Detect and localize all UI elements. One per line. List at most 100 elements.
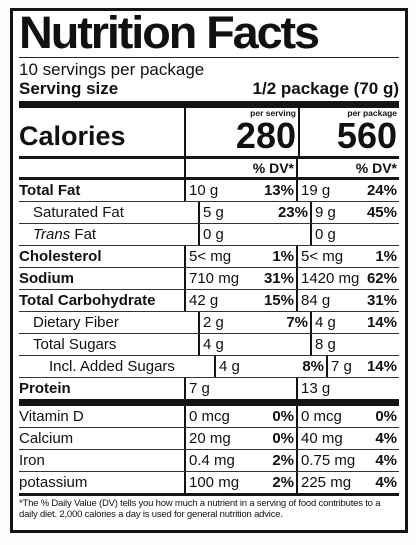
amount-serving: 42 g [189, 292, 219, 309]
amount-serving: 5 g [203, 204, 224, 221]
label-title: Nutrition Facts [19, 7, 320, 58]
table-row: Total Fat 10 g 13% 19 g 24% [19, 180, 399, 201]
dv-serving: 2% [272, 452, 294, 469]
nutrient-name: Dietary Fiber [33, 314, 119, 331]
nutrient-name: Saturated Fat [33, 204, 124, 221]
amount-serving: 10 g [189, 182, 219, 199]
table-row: Cholesterol 5< mg 1% 5< mg 1% [19, 245, 399, 267]
divider-medium [19, 493, 399, 496]
dv-serving: 8% [302, 358, 324, 375]
dv-package: 4% [375, 452, 397, 469]
amount-package: 84 g [301, 292, 331, 309]
dv-serving: 23% [277, 204, 308, 221]
divider-medium [19, 177, 399, 180]
serving-size-label: Serving size [19, 79, 119, 98]
divider-thick [19, 101, 399, 108]
divider-medium [19, 156, 399, 159]
amount-serving: 710 mg [189, 270, 240, 287]
table-row: Iron 0.4 mg 2% 0.75 mg 4% [19, 449, 399, 471]
dv-serving: 0% [272, 430, 294, 447]
table-row: potassium 100 mg 2% 225 mg 4% [19, 471, 399, 493]
nutrient-name: Vitamin D [19, 408, 84, 425]
nutrition-label: Nutrition Facts 10 servings per package … [10, 8, 408, 533]
amount-package: 5< mg [301, 248, 344, 265]
nutrient-name: potassium [19, 474, 88, 491]
nutrient-table: Total Fat 10 g 13% 19 g 24% Saturated Fat … [19, 180, 399, 493]
dv-package: 4% [375, 430, 397, 447]
amount-serving: 5< mg [189, 248, 232, 265]
nutrient-name: Protein [19, 380, 71, 397]
table-row: Vitamin D 0 mcg 0% 0 mcg 0% [19, 406, 399, 427]
table-row: Sodium 710 mg 31% 1420 mg 62% [19, 267, 399, 289]
amount-serving: 0 mcg [189, 408, 230, 425]
dv-serving: 7% [286, 314, 308, 331]
amount-package: 9 g [315, 204, 336, 221]
servings-per-package: 10 servings per package [19, 60, 205, 79]
calories-label: Calories [19, 121, 126, 151]
serving-size-row: Serving size 1/2 package (70 g) [19, 79, 399, 101]
dv-serving: 1% [272, 248, 294, 265]
divider-thick [19, 399, 399, 406]
dv-serving: 13% [263, 182, 294, 199]
amount-package: 0 g [315, 226, 336, 243]
dv-serving: 2% [272, 474, 294, 491]
dv-package: 4% [375, 474, 397, 491]
calories-per-serving-cell: per serving 280 [184, 108, 298, 156]
trans-suffix: Fat [70, 226, 97, 243]
nutrient-name: Calcium [19, 430, 74, 447]
amount-package: 13 g [301, 380, 331, 397]
amount-package: 7 g [331, 358, 352, 375]
amount-package: 0.75 mg [301, 452, 356, 469]
nutrient-name: Iron [19, 452, 45, 469]
table-row: Total Sugars 4 g 8 g [19, 333, 399, 355]
amount-package: 1420 mg [301, 270, 360, 287]
table-row: Protein 7 g 13 g [19, 377, 399, 399]
calories-row: Calories per serving 280 per package 560 [19, 108, 399, 156]
nutrient-name: Trans Fat [19, 226, 198, 243]
per-package-header: per package [347, 108, 397, 118]
dv-package: 14% [366, 358, 397, 375]
trans-prefix: Trans [33, 226, 71, 243]
calories-per-serving: 280 [235, 115, 296, 156]
dv-header-package: % DV* [355, 160, 397, 176]
dv-package: 62% [366, 270, 397, 287]
amount-serving: 100 mg [189, 474, 240, 491]
amount-serving: 0.4 mg [189, 452, 235, 469]
amount-package: 4 g [315, 314, 336, 331]
dv-footnote: *The % Daily Value (DV) tells you how mu… [19, 498, 381, 520]
amount-package: 8 g [315, 336, 336, 353]
table-row: Calcium 20 mg 0% 40 mg 4% [19, 427, 399, 449]
nutrient-name: Sodium [19, 270, 74, 287]
amount-serving: 4 g [203, 336, 224, 353]
table-row: Dietary Fiber 2 g 7% 4 g 14% [19, 311, 399, 333]
divider [19, 57, 399, 58]
nutrient-name: Cholesterol [19, 248, 102, 265]
amount-package: 19 g [301, 182, 331, 199]
dv-package: 31% [366, 292, 397, 309]
amount-package: 225 mg [301, 474, 352, 491]
amount-serving: 4 g [219, 358, 240, 375]
table-row: Saturated Fat 5 g 23% 9 g 45% [19, 201, 399, 223]
dv-header-serving: % DV* [252, 160, 294, 176]
amount-serving: 20 mg [189, 430, 231, 447]
table-row: Incl. Added Sugars 4 g 8% 7 g 14% [19, 355, 399, 377]
nutrient-name: Total Fat [19, 182, 81, 199]
dv-serving: 0% [272, 408, 294, 425]
amount-serving: 7 g [189, 380, 210, 397]
nutrient-name: Total Sugars [33, 336, 117, 353]
dv-serving: 31% [263, 270, 294, 287]
dv-package: 45% [366, 204, 397, 221]
nutrient-name: Total Carbohydrate [19, 292, 156, 309]
table-row: Trans Fat 0 g 0 g [19, 223, 399, 245]
nutrient-name: Incl. Added Sugars [49, 358, 175, 375]
dv-package: 24% [366, 182, 397, 199]
dv-package: 14% [366, 314, 397, 331]
amount-package: 40 mg [301, 430, 343, 447]
dv-package: 1% [375, 248, 397, 265]
per-serving-header: per serving [250, 108, 296, 118]
calories-per-package-cell: per package 560 [298, 108, 399, 156]
calories-per-package: 560 [336, 115, 397, 156]
dv-package: 0% [375, 408, 397, 425]
table-row: Total Carbohydrate 42 g 15% 84 g 31% [19, 289, 399, 311]
dv-header-row: % DV* % DV* [19, 159, 399, 177]
